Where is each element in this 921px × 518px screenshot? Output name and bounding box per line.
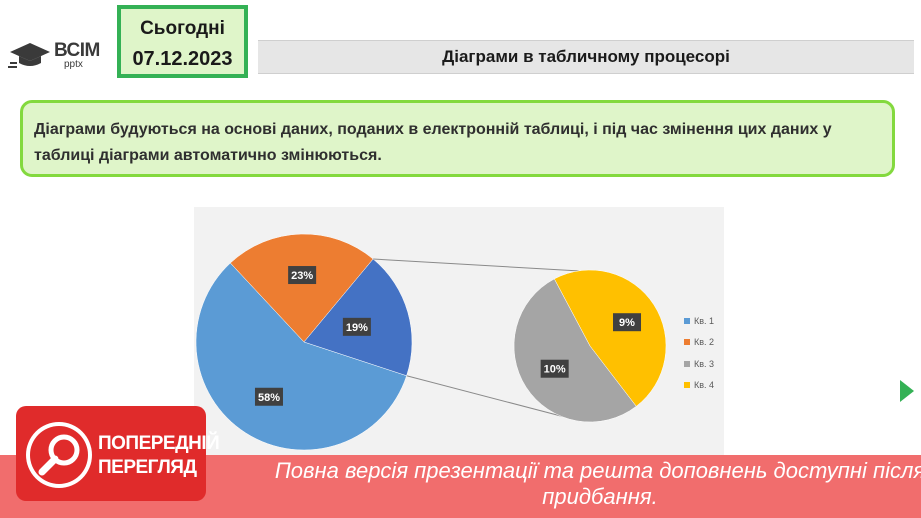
- pie-of-pie-chart: 58% 23% 19% 9% 10% Кв. 1 Кв. 2 Кв. 3 Кв. 4: [194, 207, 724, 457]
- legend-swatch: [684, 317, 690, 324]
- logo-main-text: ВСІМ: [54, 39, 100, 61]
- magnifier-icon: [26, 422, 92, 488]
- logo-sub-text: pptx: [64, 58, 83, 70]
- preview-badge[interactable]: ПОПЕРЕДНІЙ ПЕРЕГЛЯД: [16, 406, 220, 501]
- preview-label: ПОПЕРЕДНІЙ ПЕРЕГЛЯД: [98, 433, 220, 478]
- data-label-kv4-bg: [613, 313, 642, 332]
- legend-item: Кв. 2: [684, 332, 714, 354]
- legend-label: Кв. 4: [694, 380, 715, 391]
- vsim-logo: ВСІМ pptx: [8, 40, 108, 70]
- chart-canvas: 58% 23% 19% 9% 10%: [195, 233, 667, 451]
- graduation-cap-icon: [8, 43, 50, 68]
- data-label-kv1-bg: [254, 387, 283, 406]
- data-label-other: 19%: [346, 322, 368, 334]
- legend-swatch: [684, 382, 690, 389]
- date-value: 07.12.2023: [132, 48, 233, 70]
- secondary-slice-kv4: [553, 269, 667, 407]
- pie-slice-kv1: [195, 262, 407, 451]
- note-text: Діаграми будуються на основі даних, пода…: [34, 121, 832, 164]
- legend-item: Кв. 1: [684, 310, 714, 332]
- banner-message: Повна версія презентації та решта доповн…: [274, 458, 921, 509]
- secondary-slice-kv3: [513, 278, 637, 423]
- data-label-kv2-bg: [288, 266, 317, 285]
- legend-label: Кв. 1: [694, 315, 715, 326]
- legend-swatch: [684, 339, 690, 346]
- data-label-kv1: 58%: [258, 392, 280, 404]
- date-label: Сьогодні: [140, 18, 225, 39]
- header-bar: Діаграми в табличному процесорі: [258, 40, 914, 74]
- page-title: Діаграми в табличному процесорі: [442, 47, 730, 66]
- legend-item: Кв. 4: [684, 375, 714, 397]
- legend-label: Кв. 3: [694, 358, 715, 369]
- pie-slice-kv2: [229, 233, 374, 343]
- legend-label: Кв. 2: [694, 337, 715, 348]
- chart-legend: Кв. 1 Кв. 2 Кв. 3 Кв. 4: [684, 310, 714, 396]
- pie-slice-other: [303, 258, 413, 377]
- data-label-kv4: 9%: [619, 317, 635, 329]
- date-box: Сьогодні 07.12.2023: [117, 5, 248, 78]
- connector-line-top: [373, 258, 581, 272]
- connector-line-bottom: [406, 375, 581, 422]
- legend-swatch: [684, 360, 690, 367]
- data-label-kv3: 10%: [544, 364, 566, 376]
- legend-item: Кв. 3: [684, 353, 714, 375]
- data-label-other-bg: [342, 317, 371, 336]
- note-box: Діаграми будуються на основі даних, пода…: [20, 100, 895, 177]
- data-label-kv2: 23%: [291, 270, 313, 282]
- next-slide-arrow-icon[interactable]: [898, 378, 916, 404]
- data-label-kv3-bg: [540, 359, 569, 378]
